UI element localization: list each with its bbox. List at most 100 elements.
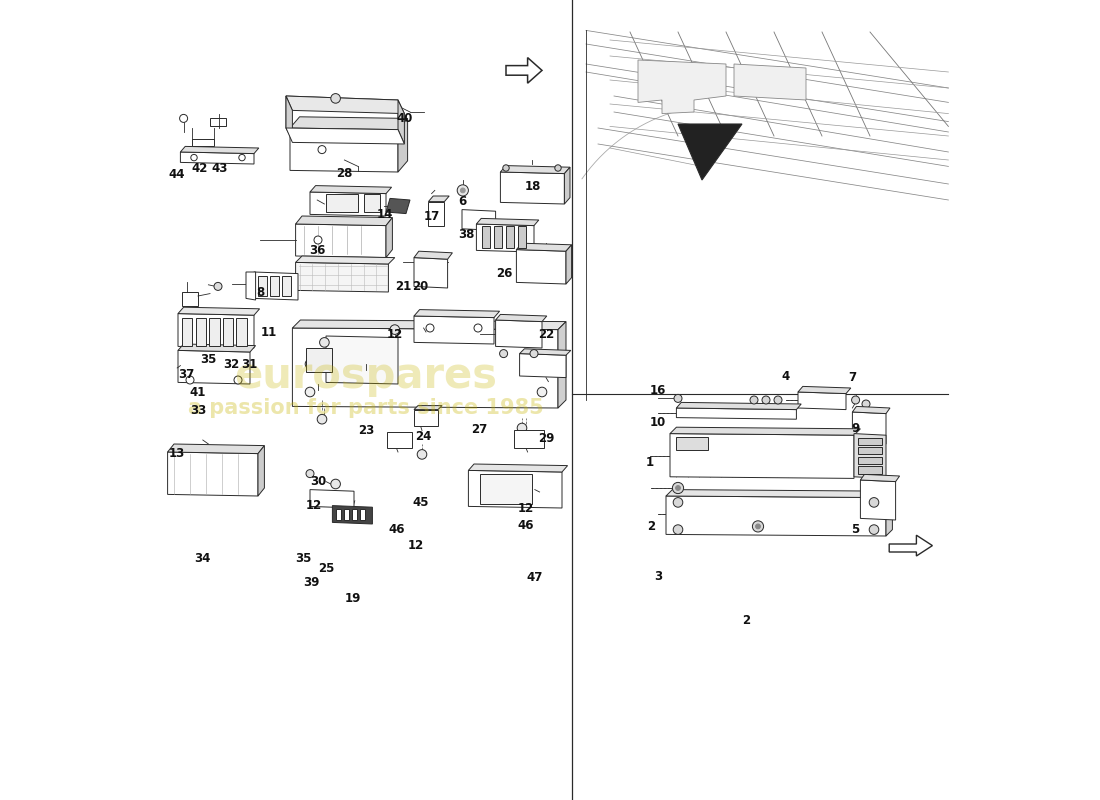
Circle shape: [673, 498, 683, 507]
Text: 22: 22: [538, 328, 554, 341]
Text: 26: 26: [496, 267, 513, 280]
Text: 44: 44: [168, 168, 185, 181]
Polygon shape: [860, 474, 900, 482]
Polygon shape: [469, 464, 568, 472]
Text: 25: 25: [318, 562, 334, 574]
Text: 24: 24: [416, 430, 432, 442]
Polygon shape: [428, 196, 449, 202]
Polygon shape: [167, 444, 264, 454]
Text: 16: 16: [650, 384, 667, 397]
Polygon shape: [476, 218, 539, 226]
Text: 23: 23: [358, 424, 374, 437]
Text: 46: 46: [388, 523, 405, 536]
Polygon shape: [386, 198, 410, 214]
Polygon shape: [310, 192, 386, 216]
Text: 12: 12: [518, 502, 535, 514]
Polygon shape: [519, 354, 566, 378]
Bar: [858, 438, 882, 445]
Polygon shape: [462, 210, 496, 230]
Polygon shape: [469, 470, 562, 508]
Bar: [236, 318, 246, 346]
Circle shape: [214, 282, 222, 290]
Text: 3: 3: [653, 570, 662, 582]
Bar: [858, 466, 882, 474]
Polygon shape: [516, 250, 566, 284]
Circle shape: [862, 400, 870, 408]
Polygon shape: [286, 96, 293, 140]
Text: 1: 1: [646, 456, 654, 469]
Bar: [306, 348, 331, 372]
Bar: [223, 318, 233, 346]
Bar: [480, 474, 531, 504]
Text: 31: 31: [241, 358, 257, 370]
Polygon shape: [414, 310, 499, 318]
Polygon shape: [182, 292, 198, 306]
Polygon shape: [332, 506, 373, 524]
Circle shape: [390, 325, 399, 334]
Polygon shape: [496, 320, 542, 348]
Text: 7: 7: [848, 371, 857, 384]
Polygon shape: [296, 224, 386, 258]
Polygon shape: [889, 535, 933, 556]
Text: 8: 8: [256, 286, 264, 298]
Polygon shape: [678, 124, 743, 180]
Circle shape: [305, 359, 315, 369]
Polygon shape: [398, 118, 408, 172]
Polygon shape: [387, 432, 412, 448]
Polygon shape: [854, 434, 886, 478]
Polygon shape: [860, 480, 895, 520]
Text: 2: 2: [741, 614, 750, 626]
Polygon shape: [734, 64, 806, 100]
Circle shape: [675, 486, 681, 490]
Circle shape: [537, 387, 547, 397]
Text: 12: 12: [387, 328, 403, 341]
Circle shape: [306, 470, 313, 478]
Polygon shape: [476, 224, 534, 252]
Text: 33: 33: [190, 404, 206, 417]
Circle shape: [417, 450, 427, 459]
Polygon shape: [296, 216, 393, 226]
Bar: [182, 318, 192, 346]
Polygon shape: [296, 256, 395, 264]
Text: 29: 29: [538, 432, 554, 445]
Polygon shape: [414, 316, 494, 344]
Circle shape: [673, 525, 683, 534]
Polygon shape: [290, 128, 398, 172]
Polygon shape: [676, 402, 801, 410]
Polygon shape: [516, 243, 572, 251]
Polygon shape: [293, 328, 558, 408]
Bar: [258, 276, 267, 296]
Text: 34: 34: [195, 552, 211, 565]
Bar: [518, 226, 526, 248]
Polygon shape: [178, 307, 260, 315]
Circle shape: [461, 188, 465, 193]
Polygon shape: [428, 202, 444, 226]
Text: 35: 35: [200, 354, 217, 366]
Polygon shape: [254, 272, 298, 300]
Polygon shape: [666, 496, 886, 536]
Polygon shape: [886, 491, 892, 536]
Text: 40: 40: [396, 112, 412, 125]
Polygon shape: [852, 412, 886, 444]
Polygon shape: [852, 406, 890, 414]
Text: 17: 17: [424, 210, 440, 222]
Bar: [360, 509, 365, 520]
Text: 39: 39: [304, 576, 320, 589]
Circle shape: [672, 482, 683, 494]
Circle shape: [674, 394, 682, 402]
Text: 35: 35: [296, 552, 311, 565]
Polygon shape: [670, 427, 860, 435]
Text: 37: 37: [178, 368, 195, 381]
Text: 12: 12: [306, 499, 322, 512]
Circle shape: [530, 350, 538, 358]
Text: 12: 12: [407, 539, 424, 552]
Bar: [482, 226, 490, 248]
Polygon shape: [666, 490, 892, 498]
Circle shape: [239, 154, 245, 161]
Text: 42: 42: [191, 162, 208, 174]
Polygon shape: [286, 128, 405, 144]
Circle shape: [851, 396, 859, 404]
Bar: [506, 226, 514, 248]
Bar: [270, 276, 278, 296]
Circle shape: [554, 165, 561, 171]
